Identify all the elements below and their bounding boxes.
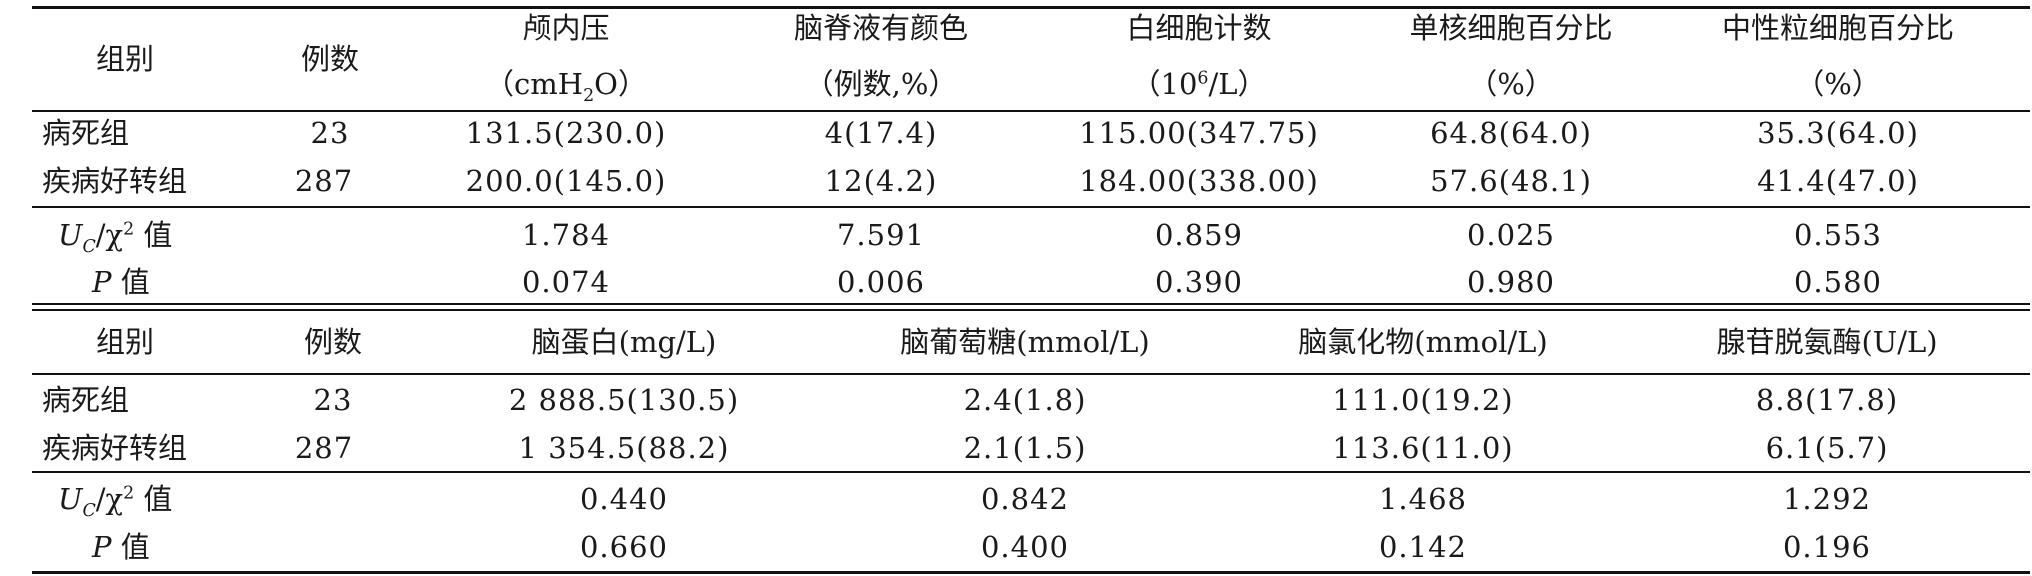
header-wbc-unit: （106/L） xyxy=(1131,67,1267,101)
table-top-rule xyxy=(32,6,2030,9)
header2-chloride: 脑氯化物(mmol/L) xyxy=(1298,325,1548,359)
stat-mono: 0.025 xyxy=(1466,218,1556,252)
p-mono: 0.980 xyxy=(1466,265,1556,299)
p2-ada: 0.196 xyxy=(1782,530,1872,564)
t2-row2-chloride: 113.6(11.0) xyxy=(1332,431,1514,465)
row2-count: 287 xyxy=(294,164,354,198)
row1-wbc: 115.00(347.75) xyxy=(1079,116,1319,150)
header-bottom-rule xyxy=(32,110,2030,112)
row1-mono: 64.8(64.0) xyxy=(1430,116,1592,150)
stat-wbc: 0.859 xyxy=(1154,218,1244,252)
header-mono-unit: （%） xyxy=(1468,67,1554,101)
t2-row1-ada: 8.8(17.8) xyxy=(1755,383,1899,417)
stats-rule xyxy=(32,206,2030,208)
stat2-chloride: 1.468 xyxy=(1378,482,1468,516)
stats2-rule xyxy=(32,471,2030,473)
p2-label: P 值 xyxy=(92,530,150,564)
stat2-protein: 0.440 xyxy=(579,482,669,516)
row1-count: 23 xyxy=(310,116,350,150)
header-wbc: 白细胞计数 xyxy=(1126,11,1272,45)
t2-row1-protein: 2 888.5(130.5) xyxy=(508,383,740,417)
t2-row1-chloride: 111.0(19.2) xyxy=(1332,383,1514,417)
t2-row1-glucose: 2.4(1.8) xyxy=(963,383,1087,417)
row1-csf-color: 4(17.4) xyxy=(824,116,938,150)
header2-protein: 脑蛋白(mg/L) xyxy=(531,325,717,359)
stat2-ada: 1.292 xyxy=(1782,482,1872,516)
row2-icp: 200.0(145.0) xyxy=(465,164,667,198)
t2-row1-group: 病死组 xyxy=(42,383,130,417)
header-neut-unit: （%） xyxy=(1795,67,1881,101)
p-wbc: 0.390 xyxy=(1154,265,1244,299)
t2-row1-count: 23 xyxy=(313,383,353,417)
header-neut: 中性粒细胞百分比 xyxy=(1721,11,1955,45)
stat2-glucose: 0.842 xyxy=(980,482,1070,516)
table-bottom-rule xyxy=(32,571,2030,574)
row2-mono: 57.6(48.1) xyxy=(1430,164,1592,198)
p-neut: 0.580 xyxy=(1793,265,1883,299)
t2-row2-ada: 6.1(5.7) xyxy=(1765,431,1889,465)
stat-label: UC/χ2 值 xyxy=(58,218,173,257)
header-group: 组别 xyxy=(95,42,155,76)
row2-csf-color: 12(4.2) xyxy=(824,164,938,198)
row2-wbc: 184.00(338.00) xyxy=(1079,164,1319,198)
header2-glucose: 脑葡萄糖(mmol/L) xyxy=(900,325,1150,359)
p-label: P 值 xyxy=(92,265,150,299)
p2-glucose: 0.400 xyxy=(980,530,1070,564)
header-icp: 颅内压 xyxy=(522,11,610,45)
stat-icp: 1.784 xyxy=(521,218,611,252)
header-mono: 单核细胞百分比 xyxy=(1409,11,1613,45)
stat2-label: UC/χ2 值 xyxy=(58,482,173,521)
header2-group: 组别 xyxy=(95,325,155,359)
header-csf-color-unit: （例数,%） xyxy=(804,67,958,101)
header-count: 例数 xyxy=(300,42,360,76)
stat-csf-color: 7.591 xyxy=(836,218,926,252)
row1-group: 病死组 xyxy=(42,116,130,150)
stat-neut: 0.553 xyxy=(1793,218,1883,252)
header-csf-color: 脑脊液有颜色 xyxy=(793,11,969,45)
p-icp: 0.074 xyxy=(521,265,611,299)
header-icp-unit: （cmH2O） xyxy=(485,67,647,106)
p-csf-color: 0.006 xyxy=(836,265,926,299)
p2-chloride: 0.142 xyxy=(1378,530,1468,564)
header2-count: 例数 xyxy=(303,325,363,359)
row1-neut: 35.3(64.0) xyxy=(1757,116,1919,150)
t2-row2-protein: 1 354.5(88.2) xyxy=(518,431,730,465)
t2-row2-count: 287 xyxy=(294,431,354,465)
row1-icp: 131.5(230.0) xyxy=(465,116,667,150)
header2-ada: 腺苷脱氨酶(U/L) xyxy=(1716,325,1938,359)
p2-protein: 0.660 xyxy=(579,530,669,564)
double-rule-top xyxy=(32,303,2030,305)
row2-neut: 41.4(47.0) xyxy=(1757,164,1919,198)
t2-row2-group: 疾病好转组 xyxy=(42,431,188,465)
row2-group: 疾病好转组 xyxy=(42,164,188,198)
double-rule-bottom xyxy=(32,309,2030,311)
t2-row2-glucose: 2.1(1.5) xyxy=(963,431,1087,465)
header2-bottom-rule xyxy=(32,373,2030,375)
